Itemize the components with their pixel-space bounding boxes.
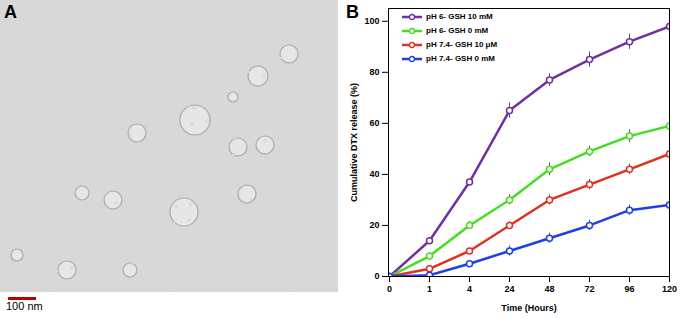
svg-text:4: 4 [467,284,472,294]
html-text:100 nm: 100 nm [6,300,43,312]
html-text:pH 6- GSH 0 mM: pH 6- GSH 0 mM [426,26,489,35]
svg-text:48: 48 [544,284,554,294]
svg-text:Time (Hours): Time (Hours) [501,303,556,313]
html-text:pH 7.4- GSH 10 μM: pH 7.4- GSH 10 μM [426,40,498,49]
html-text:pH 6- GSH 10 mM: pH 6- GSH 10 mM [426,12,493,21]
svg-text:24: 24 [504,284,514,294]
svg-text:80: 80 [369,67,379,77]
svg-text:60: 60 [369,118,379,128]
svg-text:0: 0 [387,284,392,294]
svg-text:120: 120 [662,284,677,294]
svg-text:40: 40 [369,169,379,179]
html-text:pH 7.4- GSH 0 mM: pH 7.4- GSH 0 mM [426,54,495,63]
svg-text:72: 72 [584,284,594,294]
html-text:B: B [346,2,359,22]
svg-text:100: 100 [364,16,379,26]
svg-text:0: 0 [374,271,379,281]
svg-text:Cumulative DTX release (%): Cumulative DTX release (%) [349,83,359,202]
html-text:A: A [4,2,17,22]
svg-text:96: 96 [624,284,634,294]
svg-text:1: 1 [427,284,432,294]
svg-text:20: 20 [369,220,379,230]
